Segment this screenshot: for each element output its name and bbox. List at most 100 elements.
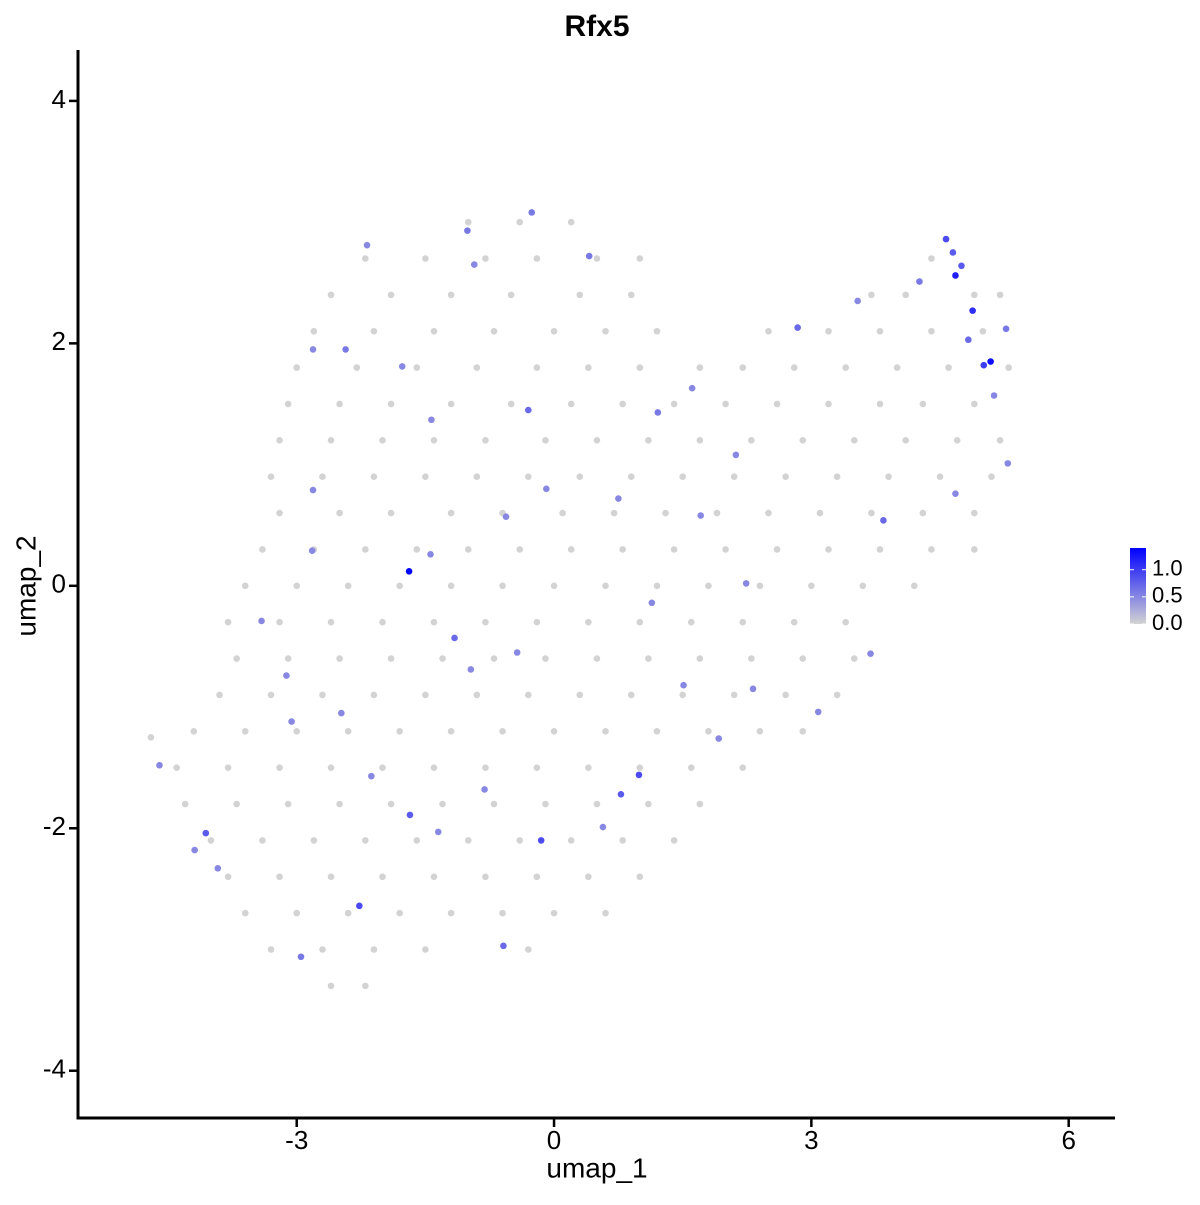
point	[147, 734, 155, 741]
point	[533, 255, 541, 262]
point	[327, 982, 335, 990]
point	[537, 837, 545, 844]
point	[739, 618, 747, 626]
point	[617, 791, 625, 798]
point	[267, 946, 275, 953]
point	[748, 437, 755, 444]
point	[336, 800, 343, 808]
point	[979, 327, 987, 335]
point	[319, 473, 326, 481]
point	[742, 580, 750, 587]
point	[362, 982, 369, 990]
point	[782, 691, 789, 699]
point	[893, 364, 901, 371]
point	[362, 255, 369, 262]
point	[309, 486, 317, 494]
point	[550, 727, 558, 735]
point	[696, 655, 704, 662]
point	[949, 249, 957, 256]
point	[190, 727, 198, 735]
point	[342, 346, 349, 353]
point	[241, 909, 249, 917]
colorbar-tick-label: 0.5	[1152, 583, 1183, 608]
point	[602, 909, 609, 917]
point	[653, 327, 661, 335]
point	[602, 327, 609, 335]
point	[799, 437, 807, 444]
point	[971, 291, 978, 299]
point	[368, 772, 375, 780]
colorbar	[1130, 548, 1146, 624]
point	[293, 909, 301, 917]
point	[928, 546, 935, 553]
point	[585, 252, 593, 260]
point	[636, 873, 644, 881]
point	[687, 618, 695, 626]
point	[434, 828, 442, 836]
point	[533, 364, 541, 371]
point	[499, 727, 506, 735]
point	[447, 509, 455, 517]
point	[576, 691, 584, 699]
point	[513, 649, 521, 656]
point	[499, 582, 506, 590]
point	[507, 291, 515, 299]
point	[825, 546, 832, 553]
point	[439, 655, 446, 662]
point	[533, 618, 541, 626]
point	[850, 437, 858, 444]
point	[309, 346, 317, 353]
point	[284, 400, 292, 408]
point	[971, 546, 978, 553]
point	[387, 800, 395, 808]
y-tick-label: -2	[43, 811, 66, 841]
point	[645, 437, 652, 444]
point	[470, 261, 478, 268]
point	[356, 902, 363, 910]
point	[464, 227, 471, 234]
point	[680, 681, 687, 689]
point	[833, 473, 841, 481]
point	[422, 691, 429, 699]
colorbar-tick-label: 0.0	[1152, 610, 1183, 635]
x-tick-label: 3	[804, 1125, 818, 1155]
point	[173, 764, 180, 771]
point	[370, 691, 378, 699]
point	[825, 400, 832, 408]
point	[344, 909, 352, 917]
point	[697, 512, 705, 519]
point	[952, 272, 959, 279]
point	[406, 811, 414, 819]
point	[670, 546, 678, 553]
point	[969, 307, 976, 314]
point	[610, 509, 618, 517]
point	[276, 873, 283, 881]
point	[216, 691, 223, 699]
point	[952, 490, 959, 497]
point	[662, 509, 669, 517]
point	[593, 800, 601, 808]
point	[467, 666, 475, 673]
point	[344, 727, 352, 735]
point	[482, 437, 489, 444]
point	[902, 291, 910, 299]
x-tick-label: 6	[1061, 1125, 1075, 1155]
point	[958, 262, 965, 270]
point	[653, 582, 661, 590]
point	[814, 708, 822, 716]
point	[319, 691, 326, 699]
point	[816, 509, 824, 517]
point	[490, 655, 498, 662]
point	[344, 582, 352, 590]
point	[327, 437, 335, 444]
point	[593, 437, 601, 444]
point	[1002, 325, 1010, 333]
point	[790, 364, 798, 371]
point	[387, 655, 395, 662]
point	[696, 800, 704, 808]
point	[648, 599, 656, 607]
point	[722, 546, 729, 553]
point	[1004, 460, 1012, 467]
point	[528, 209, 536, 216]
